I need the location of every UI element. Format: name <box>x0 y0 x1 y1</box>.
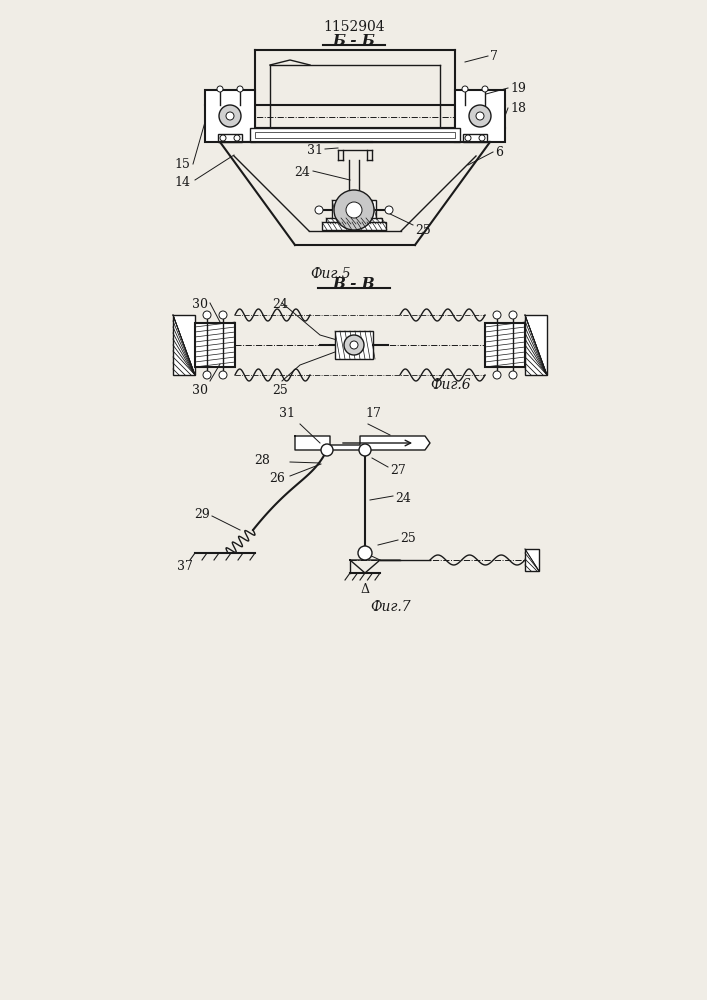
Text: 24: 24 <box>294 165 310 178</box>
Text: В - В: В - В <box>333 277 375 291</box>
Bar <box>332 200 376 220</box>
Circle shape <box>465 135 471 141</box>
Circle shape <box>385 206 393 214</box>
Text: 28: 28 <box>254 454 270 466</box>
Text: 19: 19 <box>510 82 526 95</box>
Circle shape <box>217 86 223 92</box>
Text: 25: 25 <box>272 384 288 397</box>
Bar <box>195 323 235 367</box>
Circle shape <box>469 105 491 127</box>
Circle shape <box>509 311 517 319</box>
Text: 15: 15 <box>174 157 190 170</box>
Text: 30: 30 <box>192 384 208 397</box>
Circle shape <box>479 135 485 141</box>
Circle shape <box>509 371 517 379</box>
Text: 31: 31 <box>279 407 295 420</box>
Circle shape <box>220 135 226 141</box>
Circle shape <box>226 112 234 120</box>
Circle shape <box>334 190 374 230</box>
Bar <box>326 218 382 224</box>
Text: Δ: Δ <box>361 583 370 596</box>
Bar <box>485 323 525 367</box>
Text: 1152904: 1152904 <box>323 20 385 34</box>
Circle shape <box>346 202 362 218</box>
Polygon shape <box>295 436 430 450</box>
Text: Фиг.7: Фиг.7 <box>370 600 411 614</box>
Text: 30: 30 <box>192 298 208 311</box>
Text: Фиг.6: Фиг.6 <box>430 378 471 392</box>
Text: 26: 26 <box>269 472 285 485</box>
Circle shape <box>358 546 372 560</box>
Text: 25: 25 <box>415 224 431 236</box>
Text: 7: 7 <box>490 49 498 62</box>
Circle shape <box>203 311 211 319</box>
Circle shape <box>462 86 468 92</box>
Bar <box>335 331 373 359</box>
Bar <box>525 549 539 571</box>
Text: Фиг.5: Фиг.5 <box>310 267 351 281</box>
Bar <box>218 134 242 142</box>
Circle shape <box>359 444 371 456</box>
Circle shape <box>493 371 501 379</box>
Text: 37: 37 <box>177 560 193 573</box>
Text: 6: 6 <box>495 145 503 158</box>
Circle shape <box>219 105 241 127</box>
Text: 24: 24 <box>395 491 411 504</box>
Text: 29: 29 <box>194 508 210 522</box>
Circle shape <box>203 371 211 379</box>
Circle shape <box>482 86 488 92</box>
Circle shape <box>493 311 501 319</box>
Bar <box>205 90 255 142</box>
Bar <box>255 132 455 138</box>
Circle shape <box>315 206 323 214</box>
Text: 14: 14 <box>174 176 190 188</box>
Text: 24: 24 <box>272 298 288 311</box>
Text: 18: 18 <box>510 102 526 114</box>
Bar <box>463 134 487 142</box>
Circle shape <box>350 341 358 349</box>
Text: 31: 31 <box>307 143 323 156</box>
Text: 17: 17 <box>365 407 381 420</box>
Circle shape <box>219 371 227 379</box>
Bar <box>173 315 195 375</box>
Text: 25: 25 <box>400 532 416 544</box>
Circle shape <box>321 444 333 456</box>
Bar <box>455 90 505 142</box>
Circle shape <box>344 335 364 355</box>
Bar <box>322 222 386 230</box>
Text: 27: 27 <box>390 464 406 477</box>
Circle shape <box>237 86 243 92</box>
Bar <box>250 128 460 142</box>
Bar <box>525 315 547 375</box>
Text: Б - Б: Б - Б <box>332 34 375 48</box>
Circle shape <box>234 135 240 141</box>
Circle shape <box>476 112 484 120</box>
Circle shape <box>219 311 227 319</box>
